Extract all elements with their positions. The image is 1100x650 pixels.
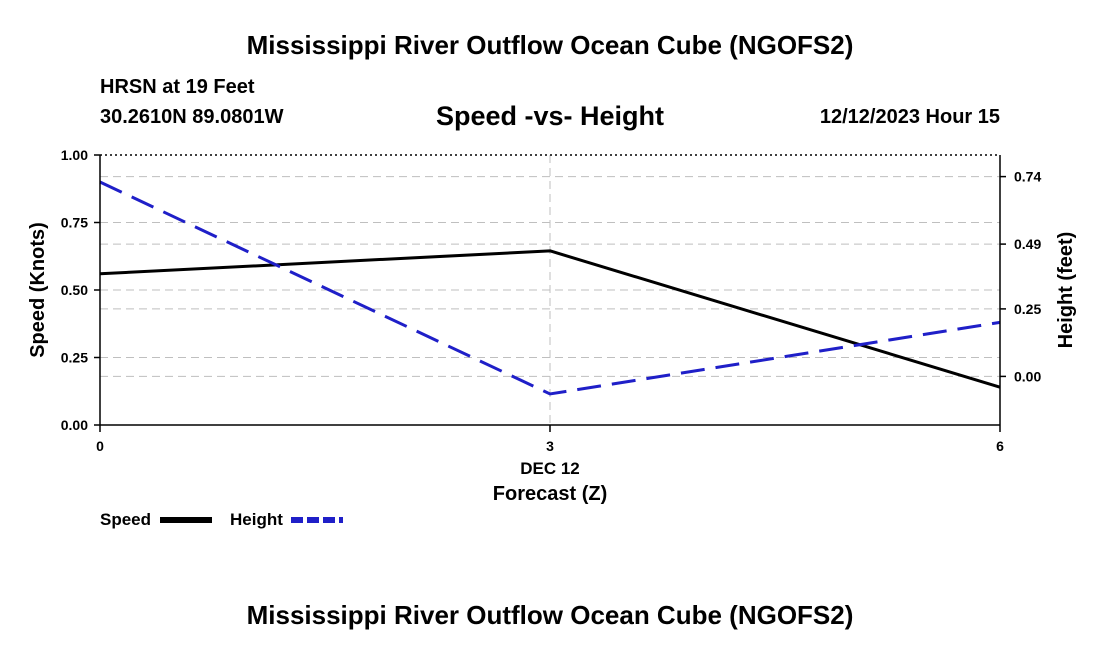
left-y-tick-label: 0.00 bbox=[61, 417, 88, 433]
left-y-axis-title: Speed (Knots) bbox=[27, 222, 49, 358]
x-axis-title: Forecast (Z) bbox=[493, 483, 607, 505]
chart-main-title: Mississippi River Outflow Ocean Cube (NG… bbox=[246, 30, 854, 60]
chart-subtitle: Speed -vs- Height bbox=[435, 101, 665, 131]
right-y-tick-label: 0.00 bbox=[1014, 368, 1041, 384]
right-y-tick-label: 0.25 bbox=[1014, 301, 1041, 317]
axes-layer bbox=[94, 154, 1006, 432]
station-coordinates: 30.2610N 89.0801W bbox=[100, 106, 284, 128]
grid-layer bbox=[100, 155, 1000, 425]
station-label: HRSN at 19 Feet bbox=[100, 76, 255, 98]
series-height-line bbox=[99, 180, 1001, 396]
forecast-timestamp: 12/12/2023 Hour 15 bbox=[819, 106, 1000, 128]
left-y-tick-label: 0.25 bbox=[61, 350, 88, 366]
legend-height-label: Height bbox=[230, 510, 283, 529]
right-y-axis-title: Height (feet) bbox=[1055, 232, 1077, 349]
right-y-tick-label: 0.49 bbox=[1014, 236, 1041, 252]
series-speed-line bbox=[99, 249, 1001, 389]
series-layer bbox=[99, 180, 1001, 396]
legend: Speed Height bbox=[100, 510, 343, 529]
x-date-label: DEC 12 bbox=[520, 459, 580, 478]
footer-title: Mississippi River Outflow Ocean Cube (NG… bbox=[246, 600, 854, 630]
x-tick-label: 6 bbox=[996, 438, 1004, 454]
legend-speed-label: Speed bbox=[100, 510, 151, 529]
right-y-tick-label: 0.74 bbox=[1014, 169, 1041, 185]
labels-layer: 0.00 0.25 0.50 0.75 1.00 0.00 0.25 0.49 0.74 0 3 6 D… bbox=[27, 147, 1077, 505]
left-y-tick-label: 0.50 bbox=[61, 282, 88, 298]
x-tick-label: 0 bbox=[96, 438, 104, 454]
left-y-tick-label: 0.75 bbox=[61, 215, 88, 231]
speed-height-chart: 0.00 0.25 0.50 0.75 1.00 0.00 0.25 0.49 0.74 0 3 6 D… bbox=[27, 147, 1077, 529]
x-tick-label: 3 bbox=[546, 438, 554, 454]
left-y-tick-label: 1.00 bbox=[61, 147, 88, 163]
